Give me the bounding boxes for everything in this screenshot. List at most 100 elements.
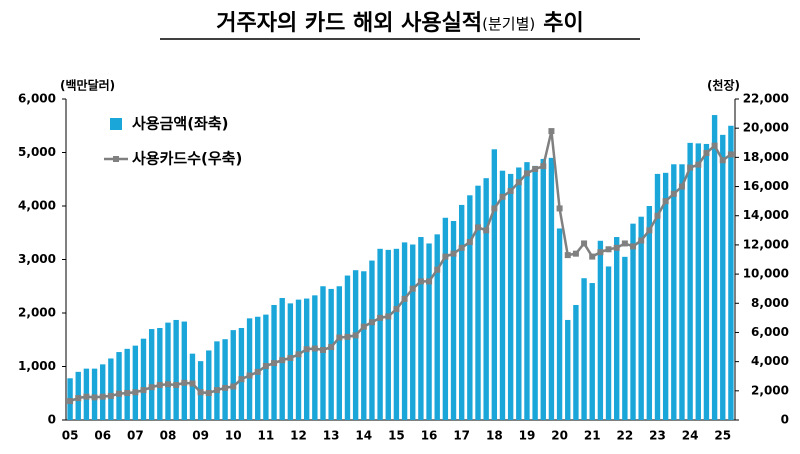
bar xyxy=(393,248,400,420)
line-marker xyxy=(450,250,457,257)
legend-label: 사용금액(좌축) xyxy=(132,115,229,133)
bar xyxy=(426,243,432,420)
x-tick-label: 24 xyxy=(682,429,699,443)
x-tick-label: 16 xyxy=(421,429,438,443)
line-marker xyxy=(703,149,710,156)
line-marker xyxy=(687,164,694,171)
x-tick-label: 09 xyxy=(192,429,209,443)
bar xyxy=(654,173,661,420)
y2-tick-label: 4,000 xyxy=(751,354,789,368)
line-marker xyxy=(556,205,563,212)
line-marker xyxy=(605,246,612,253)
bar xyxy=(524,162,530,420)
line-marker xyxy=(719,157,726,164)
x-tick-label: 13 xyxy=(323,429,340,443)
bar xyxy=(565,319,571,420)
line-marker xyxy=(254,368,261,375)
line-marker xyxy=(132,389,139,396)
line-marker xyxy=(230,383,237,390)
bar xyxy=(377,248,383,420)
line-marker xyxy=(662,198,669,205)
line-marker xyxy=(678,183,685,190)
line-marker xyxy=(116,390,123,397)
line-marker xyxy=(181,379,188,386)
bar xyxy=(491,149,498,421)
line-marker xyxy=(328,344,335,351)
x-tick-label: 18 xyxy=(486,429,503,443)
bar xyxy=(679,164,685,420)
line-marker xyxy=(638,237,645,244)
line-marker xyxy=(352,332,359,339)
y-tick-label: 6,000 xyxy=(18,92,56,106)
y2-tick-label: 0 xyxy=(781,413,789,427)
line-marker xyxy=(442,253,449,260)
y-tick-label: 3,000 xyxy=(18,252,56,266)
x-tick-label: 06 xyxy=(94,429,111,443)
line-marker xyxy=(532,166,539,173)
bar xyxy=(434,234,440,420)
bar xyxy=(662,172,669,420)
line-marker xyxy=(83,393,90,400)
bar xyxy=(540,158,546,421)
y2-tick-label: 14,000 xyxy=(743,208,789,222)
line xyxy=(69,130,732,403)
line-marker xyxy=(434,266,441,273)
line-marker xyxy=(417,278,424,285)
bar xyxy=(181,321,187,420)
bar xyxy=(581,278,587,420)
bar xyxy=(703,143,710,420)
x-tick-label: 22 xyxy=(617,429,634,443)
line-marker xyxy=(377,314,384,321)
line-marker xyxy=(711,142,718,149)
line-marker xyxy=(189,380,196,387)
bar xyxy=(695,143,701,420)
bar xyxy=(597,240,604,420)
bar xyxy=(556,228,563,420)
line-marker xyxy=(271,360,278,367)
line-marker xyxy=(107,392,114,399)
x-tick-label: 05 xyxy=(62,429,79,443)
line-marker xyxy=(548,128,555,135)
y-tick-label: 2,000 xyxy=(18,306,56,320)
bar xyxy=(344,275,351,420)
bar xyxy=(361,271,367,420)
line-marker xyxy=(654,212,661,219)
bar xyxy=(148,329,155,420)
bar xyxy=(230,330,236,420)
legend-marker xyxy=(113,156,119,162)
line-marker xyxy=(197,389,204,396)
bar xyxy=(646,206,653,420)
x-tick-label: 12 xyxy=(290,429,307,443)
line-marker xyxy=(311,345,318,352)
bar xyxy=(189,353,196,420)
line-marker xyxy=(148,384,155,391)
y-tick-label: 5,000 xyxy=(18,145,56,159)
y-tick-label: 1,000 xyxy=(18,359,56,373)
line-marker xyxy=(238,376,245,383)
x-tick-label: 08 xyxy=(160,429,177,443)
bar xyxy=(214,341,220,420)
y2-tick-label: 20,000 xyxy=(743,121,789,135)
bar xyxy=(157,327,163,420)
y2-tick-label: 8,000 xyxy=(751,296,789,310)
line-marker xyxy=(401,295,408,302)
line-marker xyxy=(564,252,571,259)
bar xyxy=(442,217,449,420)
y2-tick-label: 12,000 xyxy=(743,237,789,251)
bar xyxy=(91,368,98,420)
bar xyxy=(605,266,612,420)
line-marker xyxy=(385,313,392,320)
line-marker xyxy=(164,381,171,388)
bar xyxy=(614,237,620,420)
line-marker xyxy=(499,193,506,200)
x-tick-label: 07 xyxy=(127,429,144,443)
y-tick-label: 4,000 xyxy=(18,199,56,213)
line-marker xyxy=(222,384,229,391)
bar xyxy=(507,173,514,420)
bar xyxy=(132,345,139,420)
bar xyxy=(589,283,595,420)
line-marker xyxy=(409,285,416,292)
line-marker xyxy=(507,187,514,194)
bar xyxy=(336,286,343,420)
y2-tick-label: 22,000 xyxy=(743,92,789,106)
